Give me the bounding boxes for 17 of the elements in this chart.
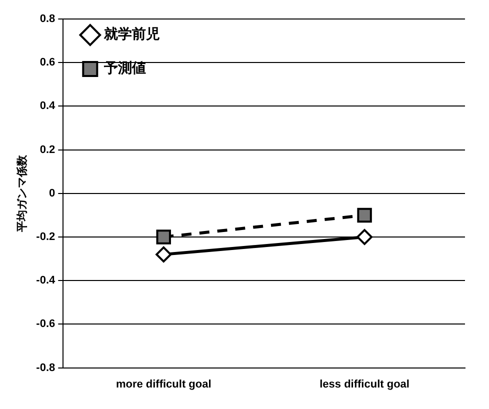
y-tick-label: -0.6 (36, 318, 56, 330)
point (156, 246, 172, 262)
legend-label: 就学前児 (103, 26, 160, 43)
y-tick-label: 0.4 (40, 100, 56, 112)
point (357, 208, 372, 223)
y-tick-label: -0.8 (36, 362, 56, 374)
y-axis-title: 平均ガンマ係数 (15, 154, 28, 233)
y-tick-label: 0 (49, 187, 56, 200)
y-tick-label: 0.2 (40, 144, 56, 156)
y-tick-label: 0.8 (40, 13, 56, 26)
point (356, 229, 373, 245)
x-tick-label: more difficult goal (116, 378, 212, 390)
y-tick-label: 0.6 (40, 56, 56, 69)
y-tick-label: -0.2 (36, 231, 56, 244)
y-tick-label: -0.4 (36, 274, 56, 287)
x-tick-label: less difficult goal (320, 378, 410, 390)
point (156, 230, 171, 244)
